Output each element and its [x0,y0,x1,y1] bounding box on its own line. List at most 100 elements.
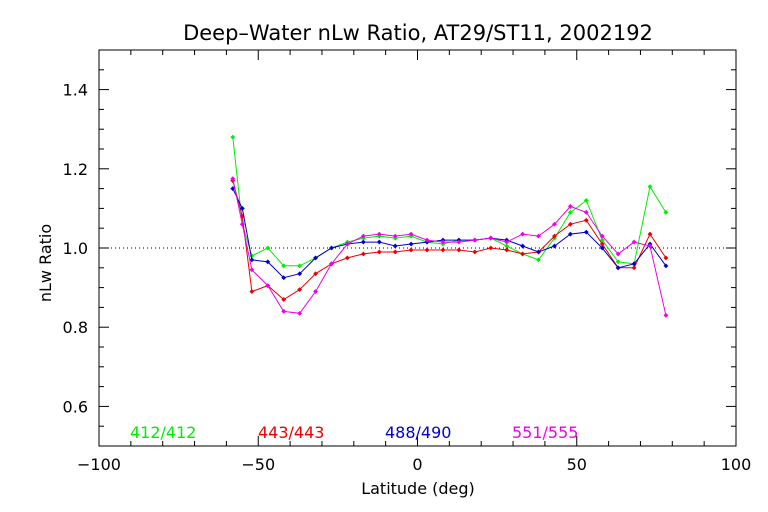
data-point [230,134,236,140]
data-point [631,261,637,267]
data-point [472,237,478,243]
data-point [281,308,287,314]
x-tick-label: −50 [241,455,275,474]
data-point [631,239,637,245]
data-point [313,289,319,294]
data-point [663,209,669,215]
data-point [281,275,287,281]
x-tick-label: 50 [567,455,587,474]
x-tick-label: −100 [77,455,121,474]
data-point [615,265,621,271]
data-point [647,231,653,237]
y-tick-labels: 0.6 0.8 1.0 1.2 1.4 [63,81,88,417]
data-point [408,231,414,237]
data-point [599,233,605,239]
data-point [392,233,398,239]
data-point [631,265,637,271]
data-point [567,203,573,209]
data-point [392,243,398,249]
data-point [504,243,510,249]
series-line [232,188,667,279]
data-point [456,239,462,245]
series-4 [230,176,669,318]
data-point [424,237,430,243]
data-point [297,263,303,269]
x-tick-label: 0 [412,455,422,474]
data-point [663,263,669,269]
y-tick-label: 1.2 [63,160,88,179]
data-point [488,235,494,241]
data-point [313,271,319,277]
data-point [376,239,382,245]
data-point [472,249,478,255]
data-point [520,243,526,249]
data-point [599,245,605,251]
data-point [504,247,510,253]
data-point [440,239,446,245]
data-point [440,247,446,253]
data-point [583,217,589,223]
data-point [345,255,350,261]
data-point [313,255,319,261]
data-point [552,221,557,227]
data-point [567,209,573,215]
data-point [329,245,334,251]
series-2 [230,178,669,302]
data-point [360,251,366,257]
data-point [408,247,414,253]
data-point [504,239,510,245]
data-point [249,267,255,273]
data-point [297,271,303,277]
data-point [230,176,236,182]
data-point [647,243,653,249]
y-tick-label: 1.0 [63,239,88,258]
data-point [376,249,382,255]
y-tick-label: 0.6 [63,397,88,416]
data-point [249,257,255,263]
data-point [297,287,303,293]
y-axis-label: nLw Ratio [36,224,55,302]
x-tick-labels: −100 −50 0 50 100 [77,455,751,474]
data-point [360,233,366,239]
data-point [488,245,494,251]
data-point [329,261,334,267]
data-point [663,255,669,261]
data-point [552,243,557,249]
data-point [281,297,287,302]
data-point [230,186,236,192]
chart-title: Deep–Water nLw Ratio, AT29/ST11, 2002192 [183,21,653,45]
x-tick-label: 100 [721,455,752,474]
data-point [239,205,245,211]
data-point [536,257,541,263]
data-point [663,312,669,318]
y-tick-label: 0.8 [63,318,88,337]
data-point [536,233,541,239]
data-series [230,134,669,318]
legend: 412/412 443/443 488/490 551/555 [130,423,578,442]
y-tick-label: 1.4 [63,81,88,100]
data-point [456,247,462,253]
legend-entry: 443/443 [258,423,324,442]
data-point [265,283,271,289]
data-point [520,251,526,257]
data-point [281,263,287,269]
data-point [615,251,621,257]
data-point [392,249,398,255]
data-point [424,247,430,253]
data-point [647,184,653,190]
data-point [567,231,573,237]
axis-ticks [98,49,737,447]
data-point [615,259,621,265]
x-axis-label: Latitude (deg) [361,479,475,498]
data-point [552,233,557,239]
data-point [583,209,589,215]
data-point [249,289,255,294]
data-point [345,241,350,247]
data-point [265,245,271,251]
data-point [520,231,526,237]
legend-entry: 488/490 [385,423,451,442]
data-point [536,249,541,255]
legend-entry: 412/412 [130,423,196,442]
data-point [360,239,366,245]
